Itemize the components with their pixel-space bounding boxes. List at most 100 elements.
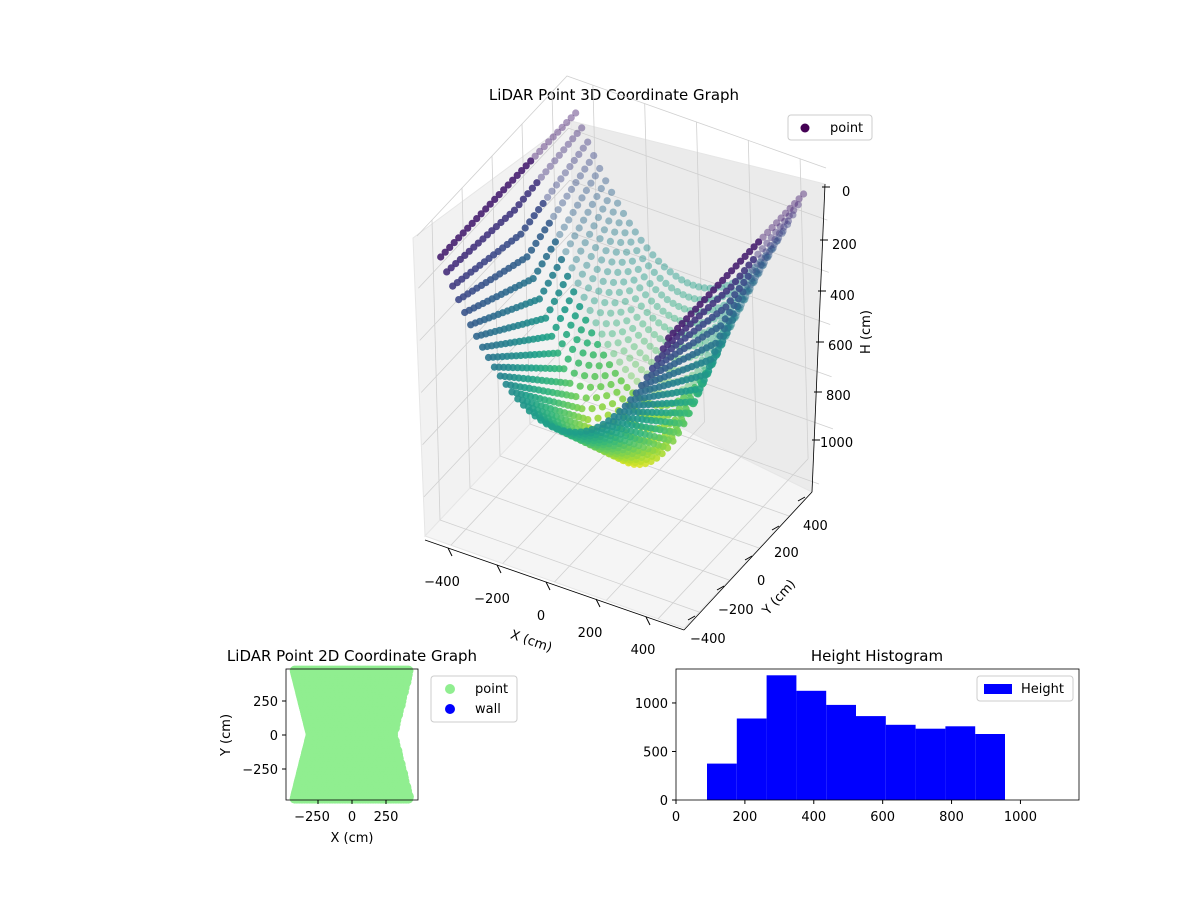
point-3d xyxy=(745,261,753,269)
point-3d xyxy=(556,314,565,323)
point-3d xyxy=(535,206,543,214)
point-3d xyxy=(596,164,604,173)
chart-2d: LiDAR Point 2D Coordinate Graph −250 0 2… xyxy=(219,647,518,846)
point-3d xyxy=(772,228,780,236)
point-3d xyxy=(599,205,607,213)
point-3d xyxy=(656,274,664,282)
point-3d xyxy=(644,262,653,270)
point-3d xyxy=(662,279,670,287)
point-3d xyxy=(578,194,586,202)
z-axis-line xyxy=(811,183,826,493)
point-3d xyxy=(777,214,785,222)
point-3d xyxy=(726,297,735,305)
point-3d xyxy=(626,287,634,295)
point-3d xyxy=(559,281,567,289)
point-3d xyxy=(593,192,601,201)
point-3d xyxy=(587,179,595,187)
point-3d xyxy=(573,129,581,137)
point-3d xyxy=(687,310,695,318)
point-3d xyxy=(605,417,613,425)
point-3d xyxy=(473,332,481,340)
point-3d xyxy=(572,255,581,264)
point-3d xyxy=(759,233,767,241)
point-3d xyxy=(609,278,618,287)
point-3d xyxy=(580,216,588,224)
point-3d xyxy=(597,383,605,391)
point-3d xyxy=(467,321,475,329)
point-3d xyxy=(607,309,615,317)
point-3d xyxy=(605,217,613,225)
point-3d xyxy=(502,380,510,388)
point-3d xyxy=(584,138,592,146)
point-3d xyxy=(564,272,572,280)
point-3d xyxy=(604,340,612,348)
point-3d xyxy=(751,264,759,272)
point-3d xyxy=(598,403,607,411)
point-3d xyxy=(560,427,568,435)
point-3d xyxy=(595,287,603,295)
point-3d xyxy=(627,372,635,380)
point-3d xyxy=(563,119,571,127)
point-3d xyxy=(779,227,787,235)
point-3d xyxy=(554,425,562,433)
point-3d xyxy=(526,218,534,226)
point-3d xyxy=(546,306,554,314)
point-3d xyxy=(591,372,599,381)
y-tick-label: −400 xyxy=(690,632,726,647)
point-3d xyxy=(596,309,605,317)
point-3d xyxy=(746,248,754,256)
z-tick-label: 400 xyxy=(830,289,855,304)
point-3d xyxy=(631,228,639,236)
point-3d xyxy=(602,247,610,255)
point-3d xyxy=(576,303,584,311)
point-3d xyxy=(660,323,669,331)
point-3d xyxy=(584,208,592,216)
point-3d xyxy=(450,239,458,247)
point-3d xyxy=(642,291,650,299)
point-3d xyxy=(755,269,763,277)
point-3d xyxy=(656,335,664,343)
point-3d xyxy=(611,299,619,307)
point-3d xyxy=(636,284,644,292)
point-3d xyxy=(605,288,613,297)
point-3d xyxy=(559,199,567,207)
point-3d xyxy=(582,186,591,195)
point-3d xyxy=(577,428,585,436)
point-3d xyxy=(643,373,651,381)
point-3d xyxy=(652,286,660,294)
x-axis-label: X (cm) xyxy=(508,628,554,656)
point-3d xyxy=(575,359,583,367)
point-3d xyxy=(670,314,679,322)
point-3d xyxy=(791,200,799,208)
point-3d xyxy=(782,209,790,217)
point-3d xyxy=(632,389,640,397)
x-tick-label: 400 xyxy=(631,643,656,658)
point-3d xyxy=(701,296,709,304)
point-3d xyxy=(565,216,573,224)
point-3d xyxy=(546,162,554,170)
point-3d xyxy=(571,232,579,240)
point-3d xyxy=(756,266,764,274)
point-3d xyxy=(552,323,560,331)
y-axis-line xyxy=(683,491,813,631)
x-tick-label: −200 xyxy=(474,592,510,607)
point-3d xyxy=(612,248,620,256)
point-3d xyxy=(561,169,570,177)
point-3d xyxy=(775,234,783,242)
point-3d xyxy=(766,242,775,250)
point-3d xyxy=(655,319,663,327)
point-3d xyxy=(547,245,555,253)
point-3d xyxy=(719,276,727,284)
point-3d xyxy=(789,211,797,219)
point-3d xyxy=(639,255,647,263)
point-3d xyxy=(491,195,499,203)
point-3d xyxy=(597,185,605,193)
point-3d xyxy=(778,229,786,237)
point-3d xyxy=(611,228,619,236)
point-3d xyxy=(614,268,622,276)
point-3d xyxy=(762,248,770,256)
point-3d xyxy=(528,184,537,192)
x-tick-label: 200 xyxy=(578,626,603,641)
point-3d xyxy=(628,257,637,265)
point-3d xyxy=(767,245,775,253)
